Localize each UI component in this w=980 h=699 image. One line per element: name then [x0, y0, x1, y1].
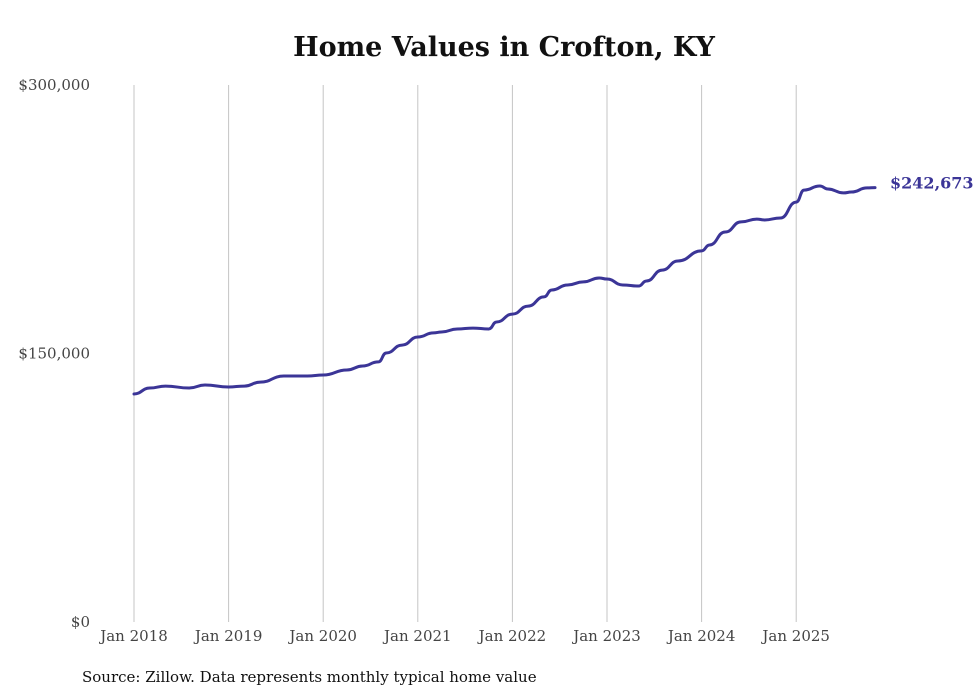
end-value-label: $242,673 [890, 174, 974, 193]
y-tick-label: $300,000 [18, 76, 90, 94]
x-tick-label: Jan 2021 [382, 627, 452, 645]
source-note: Source: Zillow. Data represents monthly … [82, 668, 537, 686]
x-tick-label: Jan 2020 [287, 627, 357, 645]
y-tick-label: $150,000 [18, 345, 90, 363]
x-tick-label: Jan 2025 [760, 627, 830, 645]
x-tick-label: Jan 2024 [666, 627, 736, 645]
x-tick-label: Jan 2019 [193, 627, 263, 645]
x-tick-label: Jan 2022 [477, 627, 547, 645]
y-tick-label: $0 [71, 613, 90, 631]
x-tick-label: Jan 2023 [571, 627, 641, 645]
x-tick-label: Jan 2018 [98, 627, 168, 645]
chart-title: Home Values in Crofton, KY [293, 32, 715, 63]
series-line [132, 184, 877, 396]
